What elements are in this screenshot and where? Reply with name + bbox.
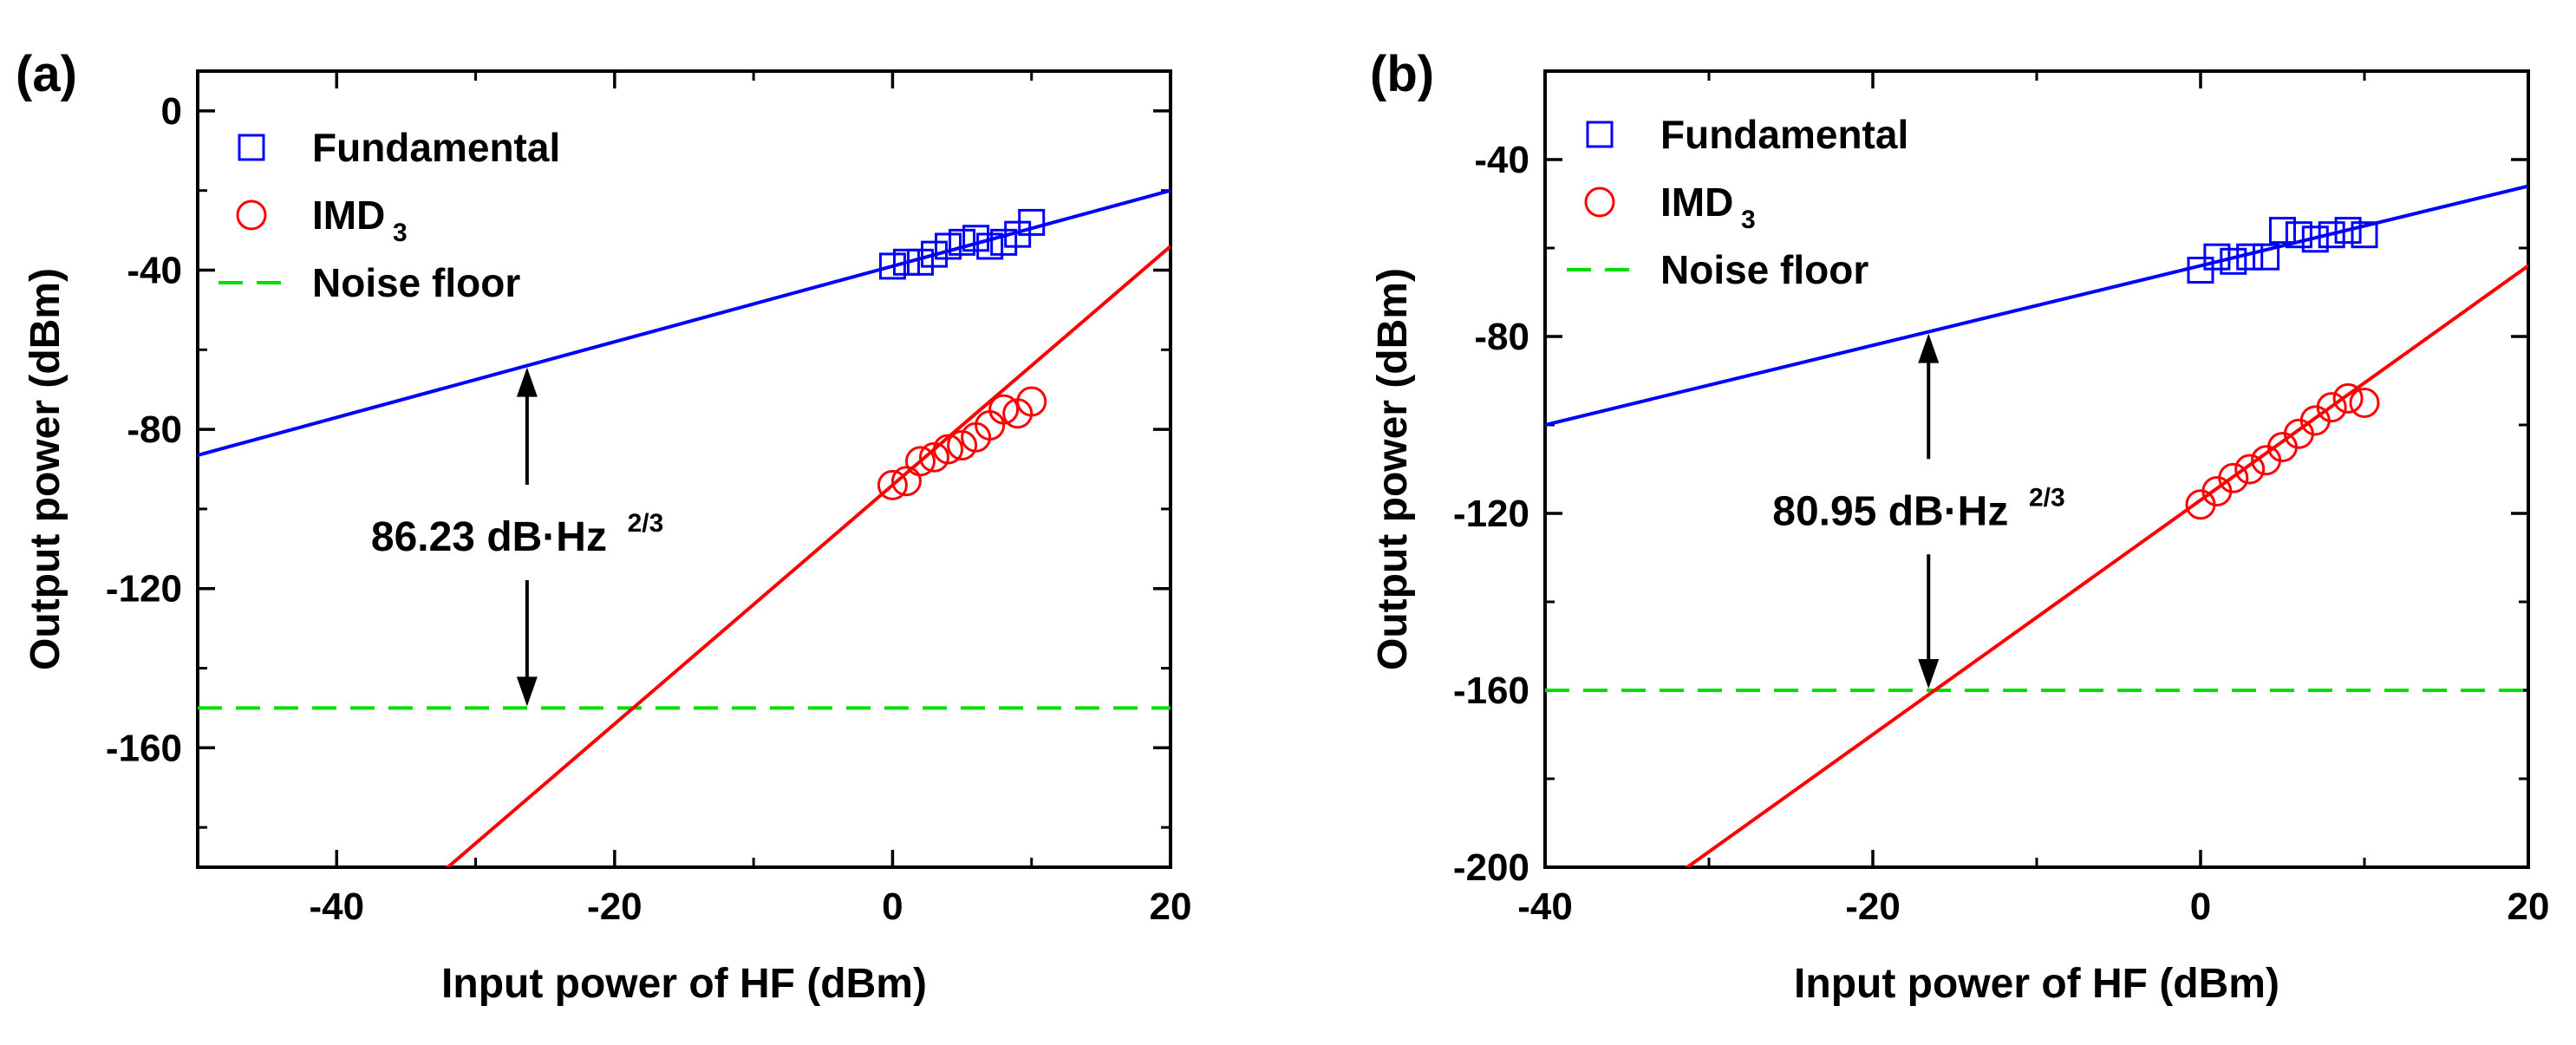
- y-axis-title: Output power (dBm): [1370, 268, 1416, 670]
- imd3-fit-line: [445, 245, 1171, 867]
- sfdr-arrow: [1918, 333, 1940, 689]
- panel-a: (a) -40 -20 0 20 0 -40 -80 -120 -160 Input power o…: [16, 46, 1192, 1007]
- fundamental-point: [878, 252, 906, 280]
- legend-fundamental-label: Fundamental: [1660, 112, 1908, 157]
- sfdr-annotation: 86.23 dB·Hz: [371, 514, 607, 560]
- sfdr-arrowhead-up: [516, 367, 538, 397]
- fundamental-point: [2301, 225, 2329, 253]
- legend-imd3-marker: [1584, 186, 1615, 218]
- y-tick-label: -40: [127, 250, 182, 292]
- legend-imd3-subscript: 3: [393, 219, 408, 247]
- x-tick-label: 20: [1150, 885, 1192, 928]
- fundamental-point: [2351, 221, 2378, 249]
- legend: Fundamental IMD 3 Noise floor: [1567, 112, 1908, 292]
- imd3-point: [933, 434, 964, 465]
- x-tick-label: -40: [1517, 885, 1573, 928]
- x-tick-label: -20: [587, 885, 642, 928]
- x-tick-label: 20: [2508, 885, 2550, 928]
- legend-imd3-marker: [236, 199, 267, 231]
- fundamental-point: [892, 248, 920, 276]
- imd3-fit-line: [1684, 264, 2528, 867]
- x-tick-label: -40: [309, 885, 364, 928]
- fundamental-point: [990, 228, 1018, 256]
- y-tick-label: -160: [1453, 669, 1529, 712]
- legend-imd3-subscript: 3: [1741, 206, 1756, 234]
- fundamental-point: [2334, 217, 2362, 245]
- x-tick-label: -20: [1845, 885, 1901, 928]
- fundamental-point: [2285, 221, 2312, 249]
- imd3-point: [2234, 454, 2266, 485]
- plot-area: [1545, 184, 2528, 867]
- legend-imd3-label: IMD: [1660, 180, 1733, 225]
- x-tick-label: 0: [882, 885, 903, 928]
- panel-label: (a): [16, 46, 77, 102]
- fundamental-point: [2253, 243, 2280, 271]
- sfdr-arrowhead-down: [1918, 659, 1940, 689]
- legend-noise-label: Noise floor: [312, 260, 520, 305]
- fundamental-point: [976, 232, 1004, 260]
- sfdr-annotation-sup: 2/3: [628, 509, 664, 538]
- imd3-point: [988, 394, 1020, 425]
- axis-frame: [196, 69, 1172, 869]
- sfdr-arrowhead-up: [1918, 333, 1940, 363]
- y-tick-label: -80: [1474, 316, 1529, 358]
- fundamental-point: [906, 248, 934, 276]
- fundamental-fit-line: [1545, 184, 2528, 427]
- fundamental-point: [2203, 243, 2231, 271]
- sfdr-annotation: 80.95 dB·Hz: [1772, 488, 2008, 534]
- x-tick-label: 0: [2190, 885, 2211, 928]
- legend-fundamental-marker: [238, 134, 265, 161]
- sfdr-annotation-sup: 2/3: [2029, 483, 2065, 512]
- x-axis-title: Input power of HF (dBm): [1794, 961, 2279, 1007]
- imd3-point: [904, 446, 936, 477]
- legend-fundamental-marker: [1586, 121, 1614, 148]
- fundamental-point: [2318, 221, 2345, 249]
- imd3-point: [1016, 386, 1047, 417]
- sfdr-arrowhead-down: [516, 676, 538, 707]
- imd3-point: [2332, 382, 2364, 414]
- fundamental-point: [2269, 217, 2296, 245]
- fundamental-point: [921, 240, 949, 268]
- fundamental-point: [962, 225, 990, 252]
- y-tick-label: 0: [161, 90, 182, 133]
- sfdr-arrow: [516, 367, 538, 707]
- legend-noise-label: Noise floor: [1660, 247, 1868, 292]
- legend-fundamental-label: Fundamental: [312, 125, 560, 170]
- fundamental-point: [2220, 247, 2247, 275]
- legend: Fundamental IMD 3 Noise floor: [218, 125, 560, 305]
- y-tick-label: -120: [1453, 493, 1529, 535]
- y-tick-label: -40: [1474, 139, 1529, 181]
- imd3-point: [2316, 392, 2347, 423]
- fundamental-fit-line: [198, 188, 1171, 457]
- fundamental-point: [2236, 243, 2264, 271]
- panel-label: (b): [1370, 46, 1434, 102]
- y-tick-label: -120: [106, 568, 182, 611]
- plot-area: [198, 188, 1171, 867]
- y-tick-label: -160: [106, 727, 182, 769]
- imd3-point: [2349, 388, 2380, 418]
- x-axis-title: Input power of HF (dBm): [441, 961, 927, 1007]
- imd3-point: [2218, 462, 2249, 493]
- y-tick-label: -80: [127, 408, 182, 451]
- y-tick-label: -200: [1453, 846, 1529, 889]
- fundamental-point: [1018, 208, 1046, 236]
- fundamental-point: [949, 228, 976, 256]
- y-axis-title: Output power (dBm): [23, 268, 68, 670]
- legend-imd3-label: IMD: [312, 193, 385, 238]
- imd3-point: [877, 469, 908, 500]
- fundamental-point: [935, 232, 962, 260]
